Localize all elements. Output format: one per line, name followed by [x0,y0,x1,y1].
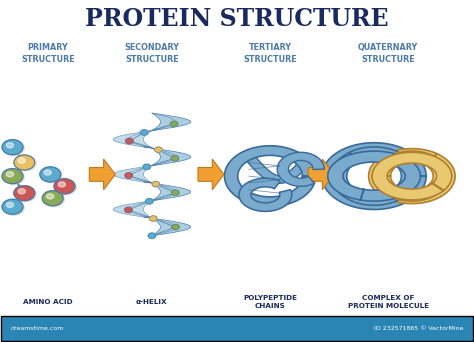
Text: dreamstime.com: dreamstime.com [10,326,64,331]
Circle shape [126,138,133,144]
Polygon shape [246,157,312,183]
Circle shape [18,189,26,194]
Circle shape [15,187,36,202]
Circle shape [6,172,14,177]
Circle shape [6,143,14,148]
Text: ID 232571865 © VectorMine: ID 232571865 © VectorMine [374,326,464,331]
Circle shape [143,164,151,170]
Circle shape [15,156,36,171]
Polygon shape [308,159,334,190]
Polygon shape [375,151,448,201]
Circle shape [2,169,23,184]
Circle shape [170,121,178,127]
Text: α-HELIX: α-HELIX [136,299,168,305]
Polygon shape [328,151,420,201]
Polygon shape [225,146,316,207]
Polygon shape [89,159,115,190]
Circle shape [40,167,61,182]
Text: COMPLEX OF
PROTEIN MOLECULE: COMPLEX OF PROTEIN MOLECULE [347,295,429,309]
Polygon shape [113,199,160,218]
Polygon shape [144,147,191,166]
Text: SECONDARY
STRUCTURE: SECONDARY STRUCTURE [125,43,180,64]
Polygon shape [372,152,452,200]
Circle shape [42,191,63,206]
Polygon shape [369,148,455,203]
Circle shape [172,224,179,230]
Circle shape [3,200,24,215]
Circle shape [58,182,65,187]
Polygon shape [152,113,191,131]
Polygon shape [113,129,160,148]
Text: PROTEIN STRUCTURE: PROTEIN STRUCTURE [85,8,389,31]
Circle shape [152,181,160,187]
Polygon shape [239,178,292,211]
FancyBboxPatch shape [0,316,474,341]
Circle shape [41,168,62,183]
Polygon shape [113,165,160,183]
Polygon shape [144,217,191,236]
Circle shape [125,207,132,213]
Circle shape [171,156,179,161]
Circle shape [46,194,54,199]
Circle shape [44,192,64,207]
Circle shape [149,216,157,221]
Circle shape [140,130,148,135]
Circle shape [146,199,153,204]
Text: QUATERNARY
STRUCTURE: QUATERNARY STRUCTURE [358,43,419,64]
Circle shape [54,179,75,194]
Circle shape [172,190,179,195]
Circle shape [2,199,23,214]
Polygon shape [144,182,191,201]
Circle shape [14,186,35,201]
Polygon shape [277,152,324,186]
Polygon shape [322,143,426,210]
Circle shape [14,155,35,170]
Circle shape [3,170,24,185]
Circle shape [148,233,156,238]
Text: PRIMARY
STRUCTURE: PRIMARY STRUCTURE [21,43,75,64]
Text: TERTIARY
STRUCTURE: TERTIARY STRUCTURE [243,43,297,64]
Circle shape [155,147,162,153]
Circle shape [125,173,133,178]
Text: POLYPEPTIDE
CHAINS: POLYPEPTIDE CHAINS [243,295,297,309]
Circle shape [6,202,14,208]
Polygon shape [198,159,224,190]
Text: AMINO ACID: AMINO ACID [23,299,73,305]
Circle shape [2,140,23,155]
Circle shape [44,170,51,175]
Polygon shape [332,147,417,205]
Circle shape [18,158,26,163]
Circle shape [55,180,76,195]
Circle shape [3,141,24,156]
